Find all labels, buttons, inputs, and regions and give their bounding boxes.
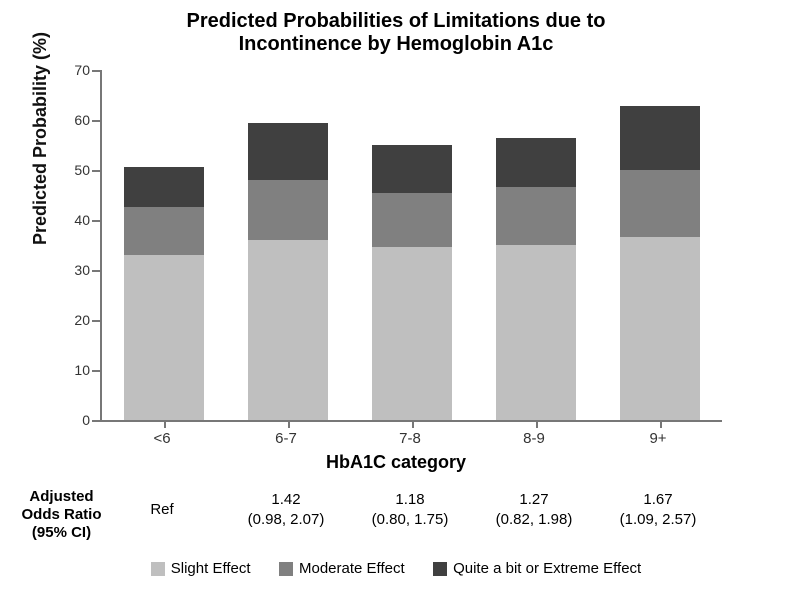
bar-segment (372, 193, 452, 247)
y-tick (92, 220, 100, 223)
bar-segment (620, 170, 700, 237)
y-tick-label: 20 (62, 312, 90, 328)
bar-segment (620, 106, 700, 170)
chart-title-line1: Predicted Probabilities of Limitations d… (0, 10, 792, 33)
x-tick (412, 420, 415, 428)
odds-ci: (1.09, 2.57) (598, 510, 718, 530)
y-tick-label: 60 (62, 112, 90, 128)
chart-title-line2: Incontinence by Hemoglobin A1c (0, 33, 792, 56)
bar-segment (496, 138, 576, 188)
bar-column (248, 123, 328, 421)
odds-ratio-cell: 1.42(0.98, 2.07) (226, 490, 346, 529)
x-category-label: 7-8 (370, 430, 450, 447)
bar-segment (372, 247, 452, 421)
y-tick (92, 170, 100, 173)
y-tick (92, 120, 100, 123)
legend-swatch-moderate (279, 562, 293, 576)
x-category-label: 8-9 (494, 430, 574, 447)
legend-label-slight: Slight Effect (171, 560, 251, 577)
bar-column (372, 145, 452, 421)
bar-segment (124, 255, 204, 420)
y-tick-label: 40 (62, 212, 90, 228)
bar-segment (248, 240, 328, 420)
y-tick (92, 420, 100, 423)
bar-segment (248, 180, 328, 241)
y-axis-label: Predicted Probability (%) (30, 32, 51, 245)
legend-label-moderate: Moderate Effect (299, 560, 405, 577)
bar-segment (496, 187, 576, 245)
y-tick (92, 270, 100, 273)
x-category-label: 6-7 (246, 430, 326, 447)
bar-segment (248, 123, 328, 180)
x-category-label: <6 (122, 430, 202, 447)
y-tick-label: 0 (62, 412, 90, 428)
x-category-label: 9+ (618, 430, 698, 447)
x-tick (164, 420, 167, 428)
y-tick-label: 50 (62, 162, 90, 178)
bar-segment (496, 245, 576, 420)
odds-ratio-cell: 1.27(0.82, 1.98) (474, 490, 594, 529)
odds-ci: (0.80, 1.75) (350, 510, 470, 530)
chart-container: Predicted Probabilities of Limitations d… (0, 0, 792, 614)
odds-ci: (0.98, 2.07) (226, 510, 346, 530)
odds-value: Ref (102, 500, 222, 520)
legend-swatch-slight (151, 562, 165, 576)
odds-value: 1.27 (474, 490, 594, 510)
legend-label-extreme: Quite a bit or Extreme Effect (453, 560, 641, 577)
y-tick (92, 70, 100, 73)
y-tick-label: 70 (62, 62, 90, 78)
plot-area: 010203040506070 (100, 70, 722, 422)
bar-segment (124, 167, 204, 207)
bar-column (620, 106, 700, 421)
bar-column (496, 138, 576, 421)
odds-ratio-cell: 1.18(0.80, 1.75) (350, 490, 470, 529)
x-tick (660, 420, 663, 428)
legend: Slight Effect Moderate Effect Quite a bi… (0, 560, 792, 581)
x-axis-label: HbA1C category (0, 452, 792, 473)
legend-item-slight: Slight Effect (151, 560, 251, 577)
bar-segment (620, 237, 700, 421)
bars-group (102, 70, 722, 420)
chart-title: Predicted Probabilities of Limitations d… (0, 10, 792, 56)
odds-ratio-cell: Ref (102, 500, 222, 520)
odds-value: 1.18 (350, 490, 470, 510)
y-tick-label: 10 (62, 362, 90, 378)
bar-column (124, 167, 204, 421)
legend-swatch-extreme (433, 562, 447, 576)
odds-ci: (0.82, 1.98) (474, 510, 594, 530)
legend-item-moderate: Moderate Effect (279, 560, 405, 577)
odds-value: 1.67 (598, 490, 718, 510)
x-tick (536, 420, 539, 428)
legend-item-extreme: Quite a bit or Extreme Effect (433, 560, 641, 577)
odds-ratio-header-3: (95% CI) (4, 524, 119, 542)
bar-segment (124, 207, 204, 256)
x-tick (288, 420, 291, 428)
bar-segment (372, 145, 452, 193)
y-tick (92, 370, 100, 373)
y-tick-label: 30 (62, 262, 90, 278)
y-tick (92, 320, 100, 323)
odds-value: 1.42 (226, 490, 346, 510)
odds-ratio-cell: 1.67(1.09, 2.57) (598, 490, 718, 529)
